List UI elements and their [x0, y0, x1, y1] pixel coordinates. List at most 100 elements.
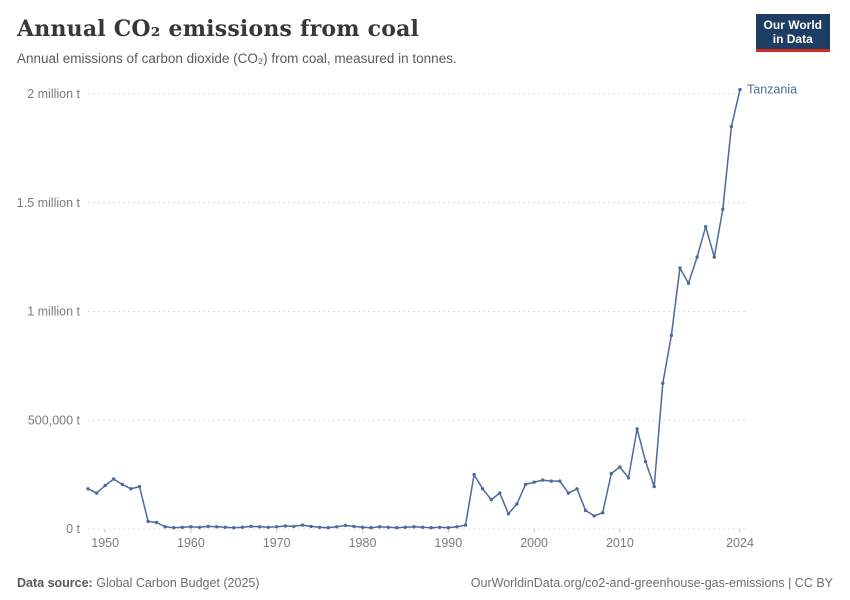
data-point	[206, 524, 210, 529]
data-point	[300, 523, 305, 527]
data-point	[283, 524, 287, 528]
chart-header: Annual CO₂ emissions from coal Annual em…	[0, 0, 850, 66]
data-point	[704, 225, 708, 229]
data-point	[506, 512, 511, 516]
data-point	[558, 479, 562, 483]
data-point	[292, 524, 296, 529]
data-point	[163, 525, 167, 529]
y-axis-label: 500,000 t	[28, 413, 81, 427]
data-point	[712, 255, 716, 259]
data-point	[197, 525, 202, 529]
owid-logo-line2: in Data	[772, 32, 813, 46]
data-point	[137, 484, 142, 489]
chart-title: Annual CO₂ emissions from coal	[17, 16, 420, 42]
data-source: Data source: Global Carbon Budget (2025)	[17, 576, 260, 590]
data-point	[446, 526, 450, 530]
data-point	[395, 526, 399, 530]
data-point	[498, 491, 502, 495]
data-point	[326, 526, 330, 530]
data-point	[523, 482, 528, 487]
data-point	[146, 519, 150, 524]
data-point	[112, 477, 116, 481]
data-point	[180, 525, 185, 529]
data-point	[721, 207, 725, 211]
data-point	[129, 487, 133, 491]
data-point	[429, 526, 433, 530]
data-point	[566, 491, 571, 495]
data-point	[455, 525, 459, 529]
data-point	[232, 526, 236, 530]
data-point	[403, 525, 408, 529]
x-axis-label: 1970	[263, 536, 291, 550]
data-point	[661, 381, 665, 385]
x-axis-label: 1960	[177, 536, 205, 550]
x-axis-label: 1980	[349, 536, 377, 550]
data-point	[472, 472, 476, 477]
chart-subtitle: Annual emissions of carbon dioxide (CO₂)…	[17, 51, 457, 66]
y-axis-label: 1.5 million t	[17, 196, 81, 210]
x-axis-label: 1990	[434, 536, 462, 550]
data-point	[626, 476, 631, 480]
x-axis-label: 2024	[726, 536, 754, 550]
data-point	[601, 511, 605, 515]
data-point	[154, 520, 159, 525]
data-point	[343, 523, 348, 528]
series-line-tanzania	[87, 89, 741, 529]
data-point	[189, 525, 193, 529]
data-point	[86, 487, 90, 491]
data-point	[317, 525, 322, 529]
x-axis-label: 2010	[606, 536, 634, 550]
data-point	[643, 459, 648, 464]
data-point	[583, 508, 588, 513]
y-axis-label: 0 t	[66, 522, 80, 536]
data-point	[609, 471, 613, 476]
data-source-label: Data source:	[17, 576, 93, 590]
data-point	[695, 255, 699, 259]
x-axis-label: 2000	[520, 536, 548, 550]
data-point	[635, 427, 639, 431]
data-point	[215, 525, 219, 529]
data-point	[686, 281, 691, 285]
data-point	[360, 525, 365, 529]
data-point	[378, 525, 382, 529]
data-point	[463, 523, 468, 527]
data-point	[729, 124, 734, 129]
owid-logo: Our World in Data	[755, 14, 830, 52]
chart-footer: Data source: Global Carbon Budget (2025)…	[17, 576, 833, 590]
data-source-value: Global Carbon Budget (2025)	[96, 576, 260, 590]
data-point	[257, 525, 262, 529]
data-point	[541, 478, 545, 482]
data-point	[515, 502, 519, 506]
data-point	[420, 525, 425, 529]
data-point	[738, 87, 742, 92]
data-point	[480, 487, 485, 491]
footer-url[interactable]: OurWorldinData.org/co2-and-greenhouse-ga…	[470, 576, 833, 590]
data-point	[438, 525, 442, 529]
data-point	[240, 525, 245, 529]
data-point	[172, 526, 176, 530]
x-axis-label: 1950	[91, 536, 119, 550]
data-point	[592, 514, 596, 518]
data-point	[335, 525, 339, 529]
data-point	[249, 524, 253, 529]
y-axis-label: 2 million t	[27, 87, 80, 101]
data-point	[549, 479, 553, 483]
data-point	[352, 524, 356, 529]
data-point	[412, 525, 416, 529]
y-axis-label: 1 million t	[27, 305, 80, 319]
line-chart-plot: 0 t 500,000 t 1 million t 1.5 million t 2 mi…	[17, 83, 797, 550]
data-point	[575, 487, 579, 491]
data-point	[386, 525, 390, 529]
data-point	[103, 483, 107, 488]
data-point	[369, 526, 373, 530]
data-point	[266, 525, 270, 529]
data-point	[652, 484, 656, 489]
data-point	[94, 491, 99, 495]
data-point	[532, 480, 536, 484]
series-end-label: Tanzania	[747, 83, 797, 97]
data-point	[489, 497, 493, 502]
data-point	[223, 525, 227, 529]
data-point	[678, 266, 682, 270]
data-point	[669, 333, 674, 338]
